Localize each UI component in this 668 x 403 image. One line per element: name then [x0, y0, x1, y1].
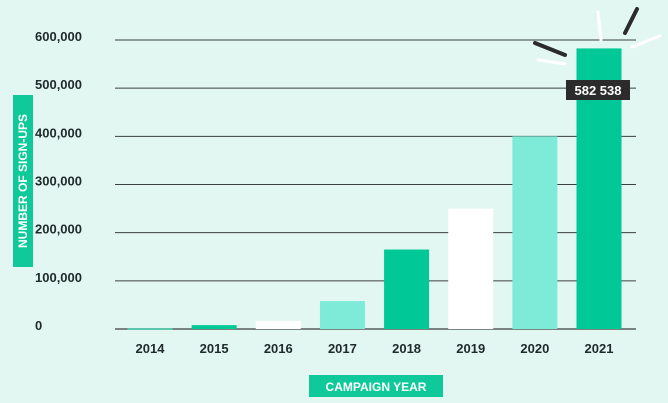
- x-axis-title-text: CAMPAIGN YEAR: [326, 380, 427, 394]
- y-tick-label: 100,000: [35, 270, 82, 285]
- y-tick-label: 500,000: [35, 77, 82, 92]
- x-tick-label: 2017: [328, 341, 357, 356]
- x-axis-title: CAMPAIGN YEAR: [309, 375, 443, 397]
- x-tick-label: 2014: [136, 341, 166, 356]
- bar-2019: [448, 208, 494, 329]
- value-callout: 582 538: [566, 80, 630, 100]
- callout-box: [566, 80, 630, 100]
- highlight-burst: [533, 7, 662, 66]
- bar-2017: [319, 301, 365, 329]
- burst-line: [533, 41, 567, 57]
- burst-line: [596, 10, 603, 42]
- x-tick-label: 2020: [520, 341, 549, 356]
- x-axis-ticks: 2014 2015 2016 2017 2018 2019 2020 2021: [136, 341, 614, 356]
- burst-line: [536, 58, 567, 66]
- x-tick-label: 2018: [392, 341, 421, 356]
- y-axis-title-text: NUMBER OF SIGN-UPS: [16, 114, 30, 248]
- y-tick-label: 400,000: [35, 125, 82, 140]
- bar-2020: [512, 136, 558, 329]
- burst-line: [623, 7, 639, 35]
- y-tick-label: 300,000: [35, 174, 82, 189]
- bar-2018: [384, 249, 430, 329]
- bar-2015: [191, 325, 237, 329]
- callout-label: 582 538: [575, 83, 622, 98]
- y-axis-title-box: [13, 95, 33, 267]
- x-tick-label: 2015: [200, 341, 229, 356]
- x-tick-label: 2016: [264, 341, 293, 356]
- y-tick-label: 0: [35, 318, 42, 333]
- x-tick-label: 2019: [456, 341, 485, 356]
- bar-2016: [255, 320, 301, 329]
- gridlines: [115, 39, 636, 330]
- y-tick-label: 600,000: [35, 29, 82, 44]
- y-tick-label: 200,000: [35, 222, 82, 237]
- y-axis-title: NUMBER OF SIGN-UPS: [13, 95, 33, 267]
- y-axis-ticks: 0 100,000 200,000 300,000 400,000 500,000 600,…: [35, 29, 82, 333]
- bar-2014: [127, 328, 173, 330]
- x-axis-title-box: [309, 375, 443, 397]
- burst-line: [630, 34, 662, 49]
- bars: [127, 48, 622, 330]
- x-tick-label: 2021: [585, 341, 614, 356]
